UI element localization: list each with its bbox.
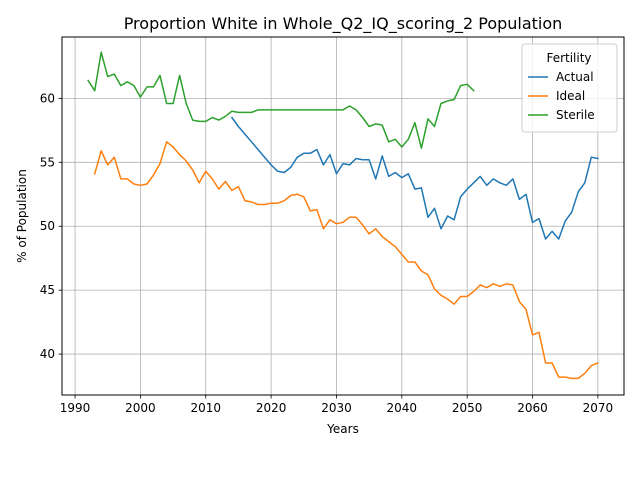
y-tick-label: 50 bbox=[40, 219, 55, 233]
legend-box bbox=[521, 43, 618, 133]
y-axis-label: % of Population bbox=[15, 169, 29, 263]
legend-title: Fertility bbox=[546, 51, 591, 65]
x-axis-ticks: 1990 2000 2010 2020 2030 2040 2050 2060 2070 bbox=[60, 395, 613, 415]
y-tick-label: 55 bbox=[40, 155, 55, 169]
legend: Fertility Actual Ideal Sterile bbox=[521, 43, 618, 133]
series-line-actual bbox=[230, 116, 599, 240]
x-tick-label: 1990 bbox=[60, 401, 91, 415]
y-tick-label: 45 bbox=[40, 283, 55, 297]
x-axis-label: Years bbox=[326, 422, 359, 436]
legend-label-ideal: Ideal bbox=[556, 89, 585, 103]
chart-title: Proportion White in Whole_Q2_IQ_scoring_… bbox=[124, 14, 563, 34]
series-line-sterile bbox=[87, 51, 475, 149]
x-tick-label: 2040 bbox=[387, 401, 418, 415]
x-tick-label: 2020 bbox=[256, 401, 287, 415]
plot-frame bbox=[61, 36, 625, 396]
x-tick-label: 2010 bbox=[190, 401, 221, 415]
series-line-ideal bbox=[93, 141, 599, 380]
y-tick-label: 60 bbox=[40, 91, 55, 105]
x-tick-label: 2060 bbox=[517, 401, 548, 415]
x-tick-label: 2000 bbox=[125, 401, 156, 415]
legend-label-actual: Actual bbox=[556, 70, 594, 84]
legend-entries: Actual Ideal Sterile bbox=[528, 70, 595, 122]
legend-label-sterile: Sterile bbox=[556, 108, 595, 122]
x-tick-label: 2070 bbox=[583, 401, 614, 415]
y-tick-label: 40 bbox=[40, 347, 55, 361]
series-lines bbox=[87, 51, 599, 380]
y-axis-ticks: 40 45 50 55 60 bbox=[40, 91, 62, 361]
x-tick-label: 2050 bbox=[452, 401, 483, 415]
x-tick-label: 2030 bbox=[321, 401, 352, 415]
